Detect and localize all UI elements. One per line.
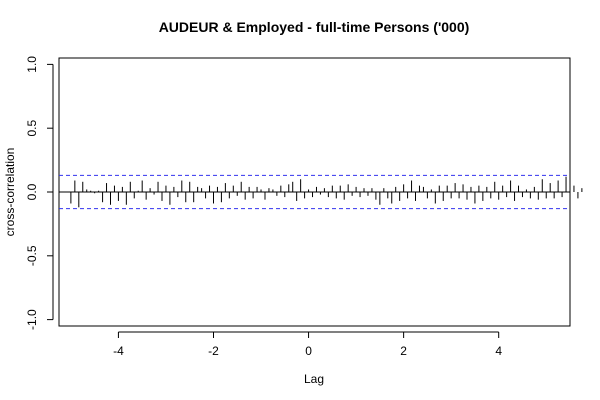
x-tick-label: 4 — [495, 344, 502, 358]
x-axis: -4 -2 0 2 4 — [113, 331, 502, 358]
y-tick-label: -1.0 — [25, 309, 39, 330]
chart-title: AUDEUR & Employed - full-time Persons ('… — [159, 19, 470, 35]
y-tick-label: 0.5 — [25, 120, 39, 137]
confidence-band-layer — [59, 174, 570, 210]
y-axis-label: cross-correlation — [3, 148, 17, 237]
y-tick-label: -0.5 — [25, 245, 39, 266]
x-tick-label: -2 — [208, 344, 219, 358]
y-tick-label: 1.0 — [25, 56, 39, 73]
y-axis: -1.0 -0.5 0.0 0.5 1.0 — [25, 56, 54, 330]
bars-layer — [70, 176, 583, 208]
x-axis-label: Lag — [304, 372, 324, 386]
x-tick-label: 0 — [305, 344, 312, 358]
y-tick-label: 0.0 — [25, 183, 39, 200]
x-tick-label: 2 — [400, 344, 407, 358]
x-tick-label: -4 — [113, 344, 124, 358]
